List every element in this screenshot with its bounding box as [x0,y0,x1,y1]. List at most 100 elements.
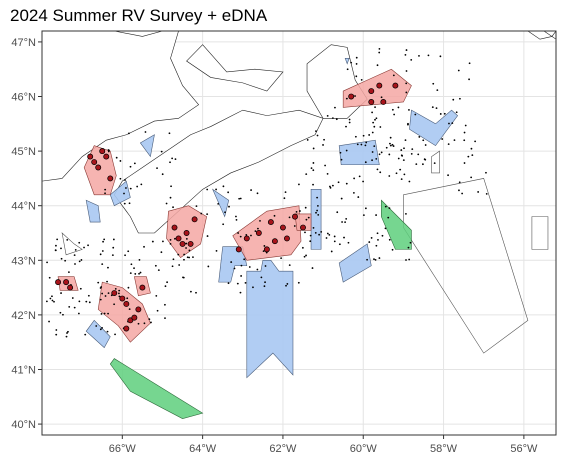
survey-station [391,143,394,146]
survey-station [408,258,411,261]
blue-area [310,189,322,250]
blue-area [109,180,131,207]
survey-station [55,329,58,331]
survey-station [78,260,81,263]
survey-station [235,215,237,218]
survey-station [239,197,242,200]
survey-station [174,237,176,240]
survey-station [188,256,191,259]
survey-station [192,256,194,259]
survey-station [366,258,368,261]
survey-station [378,153,381,156]
survey-station [312,226,315,229]
survey-station [337,181,340,184]
survey-station [273,214,276,217]
survey-station [316,209,319,212]
edna-point [127,317,134,324]
survey-station [326,232,329,235]
survey-station [457,69,460,72]
green-area [109,358,204,419]
survey-station [331,184,334,187]
survey-station [347,241,350,244]
survey-station [317,213,320,216]
survey-station [365,141,368,144]
survey-station [104,188,107,191]
survey-station [144,131,147,133]
survey-station [140,183,143,186]
survey-station [417,153,420,156]
survey-station [403,173,406,176]
coast-newfoundland [527,31,556,40]
survey-station [453,139,456,142]
survey-station [344,221,346,224]
axes: 66°W 64°W 62°W 60°W 58°W 56°W 40°N 41°N 42°N 43°N… [11,37,538,455]
survey-station [448,122,450,125]
survey-station [171,157,174,160]
survey-station [169,238,172,241]
survey-station [402,159,405,162]
survey-station [374,118,376,121]
edna-point [263,246,270,253]
survey-station [388,207,391,210]
survey-station [362,214,365,217]
survey-station [397,157,400,160]
survey-station [409,241,412,244]
survey-station [113,303,116,306]
survey-station [169,196,172,199]
survey-station [106,280,108,283]
survey-station [250,234,252,237]
edna-point [119,295,126,302]
edna-point [187,240,194,247]
survey-station [451,122,454,124]
survey-station [227,282,230,285]
x-tick-label: 58°W [430,443,458,455]
survey-station [165,202,168,205]
survey-station [256,268,259,271]
survey-station [123,202,126,205]
survey-station [217,202,220,205]
outline-area [431,150,440,174]
survey-station [240,264,243,267]
survey-station [353,177,356,180]
survey-station [207,265,210,268]
survey-station [331,117,334,119]
survey-station [79,287,82,290]
survey-station [83,246,85,249]
edna-point [123,301,130,307]
survey-station [459,97,461,100]
survey-station [157,269,160,272]
survey-station [54,249,57,252]
survey-station [195,205,198,208]
survey-station [418,54,420,57]
survey-station [127,286,130,289]
survey-station [148,318,151,321]
survey-station [345,125,347,128]
survey-station [432,82,435,85]
survey-station [185,247,187,249]
survey-station [341,221,343,223]
survey-station [399,168,402,171]
survey-station [59,311,62,314]
survey-station [49,297,52,300]
edna-point [63,279,70,286]
survey-station [379,171,382,174]
survey-station [128,202,131,205]
y-tick-label: 46°N [11,92,36,104]
edna-point [267,219,274,226]
survey-station [447,143,450,146]
survey-station [164,303,166,306]
survey-station [129,187,132,190]
survey-station [441,138,444,140]
survey-station [283,197,286,200]
survey-station [384,205,387,208]
edna-point [300,224,306,231]
survey-station [133,267,135,270]
survey-station [206,188,209,191]
survey-station [100,312,103,315]
blue-area [409,109,459,147]
survey-station [118,289,121,292]
survey-station [452,98,455,101]
survey-station [467,155,470,158]
survey-station [315,130,317,133]
survey-station [260,276,263,279]
